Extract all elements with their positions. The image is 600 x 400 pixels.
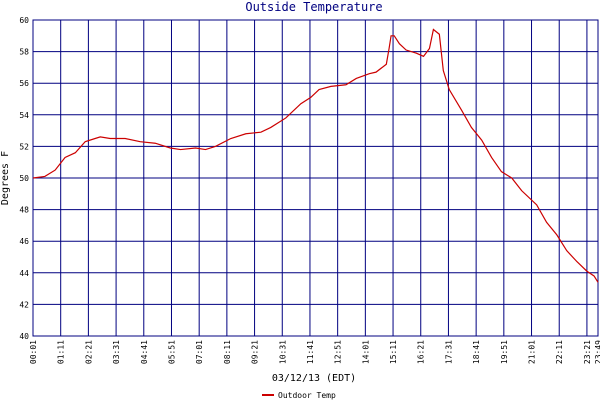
x-tick-label: 05:51	[167, 340, 176, 364]
y-tick-label: 58	[19, 48, 29, 57]
x-tick-label: 22:11	[555, 340, 564, 364]
x-tick-label: 00:01	[29, 340, 38, 364]
y-tick-label: 56	[19, 79, 29, 88]
y-tick-label: 48	[19, 206, 29, 215]
x-tick-label: 07:01	[195, 340, 204, 364]
y-tick-label: 46	[19, 237, 29, 246]
chart-title: Outside Temperature	[245, 0, 382, 14]
x-tick-label: 17:31	[444, 340, 453, 364]
x-tick-label: 21:01	[528, 340, 537, 364]
x-tick-label: 08:11	[223, 340, 232, 364]
y-tick-label: 60	[19, 16, 29, 25]
x-tick-label: 12:51	[334, 340, 343, 364]
y-tick-label: 40	[19, 332, 29, 341]
x-tick-label: 23:21	[583, 340, 592, 364]
x-tick-label: 19:51	[500, 340, 509, 364]
data-line	[32, 28, 599, 283]
y-tick-label: 52	[19, 142, 29, 151]
y-tick-label: 50	[19, 174, 29, 183]
x-tick-label: 02:21	[84, 340, 93, 364]
x-tick-label: 03:31	[112, 340, 121, 364]
y-tick-label: 54	[19, 111, 29, 120]
y-axis-label: Degrees F	[0, 151, 11, 205]
y-tick-label: 42	[19, 300, 29, 309]
x-axis-label: 03/12/13 (EDT)	[272, 373, 356, 384]
x-tick-label: 11:41	[306, 340, 315, 364]
legend-label: Outdoor Temp	[278, 391, 336, 400]
x-tick-label: 01:11	[57, 340, 66, 364]
x-tick-label: 23:49	[594, 340, 600, 364]
x-tick-label: 10:31	[278, 340, 287, 364]
x-tick-label: 16:21	[417, 340, 426, 364]
x-tick-label: 09:21	[251, 340, 260, 364]
x-tick-label: 15:11	[389, 340, 398, 364]
y-tick-label: 44	[19, 269, 29, 278]
x-tick-label: 14:01	[361, 340, 370, 364]
x-tick-label: 04:41	[140, 340, 149, 364]
x-tick-label: 18:41	[472, 340, 481, 364]
